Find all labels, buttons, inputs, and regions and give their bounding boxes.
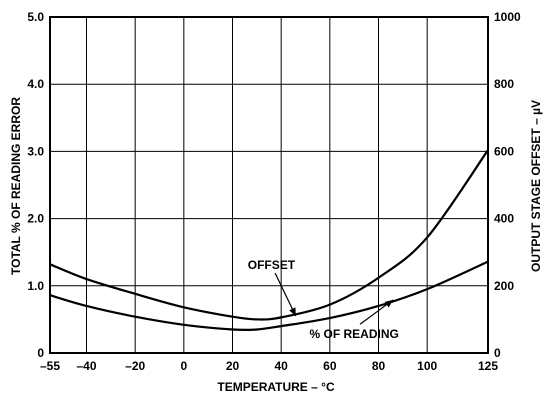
x-tick-label: –40 [76, 359, 96, 373]
x-axis-title: TEMPERATURE – °C [217, 380, 335, 394]
annotation-arrowhead-offset [289, 307, 296, 317]
plot-frame [49, 16, 489, 354]
y-left-tick-label: 2.0 [27, 212, 44, 226]
annotation-arrowhead-of-reading [384, 299, 394, 308]
y-left-tick-label: 5.0 [27, 10, 44, 24]
annotation-of-reading: % OF READING [309, 327, 398, 341]
x-tick-label: 20 [226, 359, 240, 373]
y-left-tick-label: 3.0 [27, 144, 44, 158]
y-right-axis-title: OUTPUT STAGE OFFSET – µV [529, 100, 543, 272]
y-left-tick-label: 0 [37, 346, 44, 360]
y-right-tick-label: 800 [494, 77, 514, 91]
y-right-tick-labels: 0 200 400 600 800 1000 [494, 10, 521, 360]
y-right-tick-label: 600 [494, 144, 514, 158]
annotation-offset: OFFSET [248, 258, 296, 272]
y-right-tick-label: 0 [494, 346, 501, 360]
x-tick-labels: –55 –40 –20 0 20 40 60 80 100 125 [40, 359, 498, 373]
x-tick-label: –20 [125, 359, 145, 373]
y-left-axis-title: TOTAL % OF READING ERROR [9, 97, 23, 275]
x-tick-label: –55 [40, 359, 60, 373]
x-tick-label: 100 [417, 359, 437, 373]
y-left-tick-label: 1.0 [27, 279, 44, 293]
y-right-tick-label: 200 [494, 279, 514, 293]
series [49, 149, 489, 332]
x-tick-label: 0 [180, 359, 187, 373]
x-tick-label: 125 [478, 359, 498, 373]
series-line-of-reading [49, 260, 489, 332]
plot-border [49, 16, 489, 354]
series-line-offset [49, 149, 489, 321]
grid [50, 17, 488, 353]
y-left-tick-labels: 0 1.0 2.0 3.0 4.0 5.0 [27, 10, 44, 360]
y-left-tick-label: 4.0 [27, 77, 44, 91]
x-tick-label: 60 [323, 359, 337, 373]
y-right-tick-label: 400 [494, 212, 514, 226]
y-right-tick-label: 1000 [494, 10, 521, 24]
annotations: OFFSET % OF READING [248, 258, 399, 341]
x-tick-label: 80 [372, 359, 386, 373]
x-tick-label: 40 [274, 359, 288, 373]
